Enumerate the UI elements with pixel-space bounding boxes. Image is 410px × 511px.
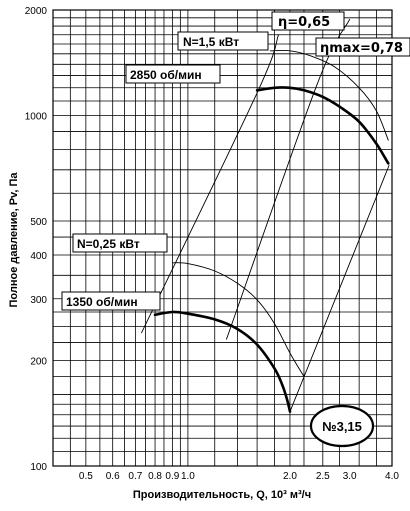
x-tick-label-5: 1.0	[181, 471, 195, 482]
series-operating-0	[255, 86, 390, 165]
annotation-rpm1350-text: 1350 об/мин	[66, 295, 138, 309]
annotation-n025-text: N=0,25 кВт	[77, 237, 140, 251]
y-tick-label-0: 100	[30, 462, 47, 473]
y-tick-label-1: 200	[30, 356, 47, 367]
chart-grid	[53, 10, 392, 466]
series-power-2	[269, 49, 389, 141]
y-tick-label-3: 400	[30, 251, 47, 262]
annotation-n15-box	[177, 31, 269, 51]
annotation-rpm2850: 2850 об/мин	[125, 64, 221, 84]
annotation-rpm1350: 1350 об/мин	[61, 291, 161, 311]
y-tick-label-4: 500	[30, 217, 47, 228]
x-tick-label-3: 0.8	[148, 471, 162, 482]
fan-size-badge-ellipse	[309, 404, 375, 448]
x-tick-label-4: 0.9	[165, 471, 179, 482]
x-tick-label-9: 4.0	[385, 471, 399, 482]
plot-frame	[52, 9, 393, 467]
annotation-rpm2850-box	[125, 64, 221, 84]
x-tick-label-6: 2.0	[283, 471, 297, 482]
x-tick-label-0: 0.5	[79, 471, 93, 482]
annotation-rpm1350-box	[61, 291, 161, 311]
series-power-3	[171, 262, 305, 377]
annotation-n025-box	[72, 233, 168, 253]
annotation-eta-text: η=0,65	[278, 15, 330, 30]
annotation-n15: N=1,5 кВт	[177, 31, 269, 51]
chart-ticks: 0.5 0.6 0.7 0.8 0.9 1.0 2.0 2.5 3.0 4.0 100 200 300 4…	[25, 6, 400, 482]
x-axis-label: Производительность, Q, 10³ м³/ч	[133, 489, 311, 501]
annotation-n025: N=0,25 кВт	[72, 233, 168, 253]
annotation-etamax-box	[315, 37, 410, 57]
x-tick-label-2: 0.7	[128, 471, 142, 482]
x-tick-label-8: 3.0	[343, 471, 357, 482]
annotation-etamax: ηmax=0,78	[315, 37, 410, 57]
annotation-rpm2850-text: 2850 об/мин	[130, 68, 202, 82]
fan-size-badge-text: №3,15	[322, 419, 362, 434]
x-tick-label-1: 0.6	[106, 471, 120, 482]
series-efficiency-6	[226, 18, 351, 340]
annotation-n15-text: N=1,5 кВт	[183, 35, 239, 49]
series-operating-1	[153, 310, 292, 413]
y-tick-label-2: 300	[30, 295, 47, 306]
annotation-eta-box	[271, 11, 345, 31]
series-efficiency-4	[141, 34, 279, 334]
fan-size-badge: №3,15	[309, 404, 375, 448]
annotation-etamax-text: ηmax=0,78	[320, 41, 403, 56]
x-tick-label-7: 2.5	[316, 471, 330, 482]
y-tick-label-5: 1000	[25, 112, 48, 123]
y-tick-label-6: 2000	[25, 6, 48, 17]
chart-curves	[141, 18, 390, 413]
y-axis-label: Полное давление, Pv, Па	[8, 172, 20, 308]
series-efficiency-5	[289, 165, 390, 413]
annotation-eta: η=0,65	[271, 11, 345, 31]
